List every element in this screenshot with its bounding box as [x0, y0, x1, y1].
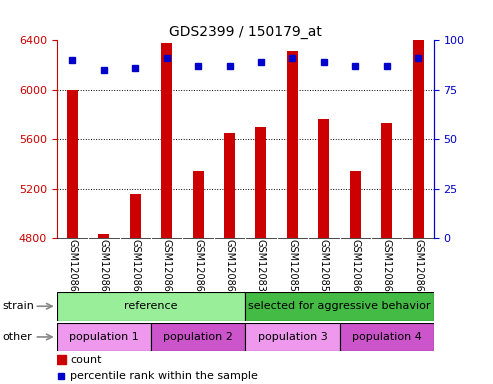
Bar — [193, 171, 204, 238]
Title: GDS2399 / 150179_at: GDS2399 / 150179_at — [169, 25, 322, 39]
Bar — [161, 43, 172, 238]
Bar — [57, 292, 245, 321]
Bar — [381, 123, 392, 238]
Text: GSM120868: GSM120868 — [224, 239, 235, 298]
Text: GSM120859: GSM120859 — [319, 239, 329, 298]
Bar — [245, 323, 340, 351]
Text: percentile rank within the sample: percentile rank within the sample — [70, 371, 258, 381]
Text: reference: reference — [124, 301, 178, 311]
Bar — [67, 90, 78, 238]
Text: population 2: population 2 — [163, 332, 233, 342]
Bar — [151, 323, 245, 351]
Text: other: other — [2, 332, 32, 342]
Bar — [413, 40, 423, 238]
Text: GSM120858: GSM120858 — [287, 239, 297, 298]
Bar — [130, 194, 141, 238]
Text: population 1: population 1 — [69, 332, 139, 342]
Text: count: count — [70, 355, 102, 365]
Text: GSM120867: GSM120867 — [193, 239, 203, 298]
Text: population 4: population 4 — [352, 332, 422, 342]
Text: GSM120864: GSM120864 — [99, 239, 109, 298]
Bar — [255, 127, 267, 238]
Text: GSM120863: GSM120863 — [68, 239, 77, 298]
Bar — [57, 356, 66, 364]
Text: population 3: population 3 — [257, 332, 327, 342]
Bar — [318, 119, 329, 238]
Bar — [57, 323, 151, 351]
Bar — [224, 133, 235, 238]
Bar — [287, 51, 298, 238]
Text: GSM120861: GSM120861 — [382, 239, 392, 298]
Text: GSM120866: GSM120866 — [162, 239, 172, 298]
Text: strain: strain — [2, 301, 35, 311]
Text: GSM120862: GSM120862 — [413, 239, 423, 298]
Bar — [245, 292, 434, 321]
Text: GSM120860: GSM120860 — [350, 239, 360, 298]
Bar — [98, 234, 109, 238]
Bar — [350, 171, 361, 238]
Text: GSM120865: GSM120865 — [130, 239, 141, 298]
Bar — [340, 323, 434, 351]
Text: GSM120838: GSM120838 — [256, 239, 266, 298]
Text: selected for aggressive behavior: selected for aggressive behavior — [248, 301, 431, 311]
